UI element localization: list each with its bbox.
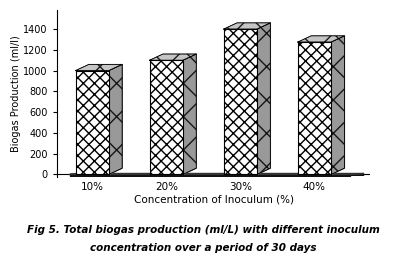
Polygon shape — [331, 36, 344, 174]
Polygon shape — [150, 54, 196, 60]
Text: concentration over a period of 30 days: concentration over a period of 30 days — [90, 243, 317, 253]
Polygon shape — [76, 64, 122, 71]
Bar — [76, 71, 109, 174]
Polygon shape — [183, 54, 196, 174]
Polygon shape — [224, 23, 270, 29]
Bar — [150, 60, 183, 174]
Polygon shape — [183, 54, 196, 174]
Polygon shape — [331, 36, 344, 174]
Text: Fig 5. Total biogas production (ml/L) with different inoculum: Fig 5. Total biogas production (ml/L) wi… — [27, 225, 380, 235]
X-axis label: Concentration of Inoculum (%): Concentration of Inoculum (%) — [133, 194, 294, 204]
Polygon shape — [257, 23, 270, 174]
Polygon shape — [70, 173, 364, 174]
Polygon shape — [109, 64, 122, 174]
Bar — [70, 174, 364, 176]
Polygon shape — [70, 174, 350, 176]
Polygon shape — [257, 23, 270, 174]
Y-axis label: Biogas Production (ml/l): Biogas Production (ml/l) — [11, 35, 20, 152]
Bar — [298, 42, 331, 174]
Polygon shape — [298, 36, 344, 42]
Polygon shape — [109, 64, 122, 174]
Bar — [224, 29, 257, 174]
